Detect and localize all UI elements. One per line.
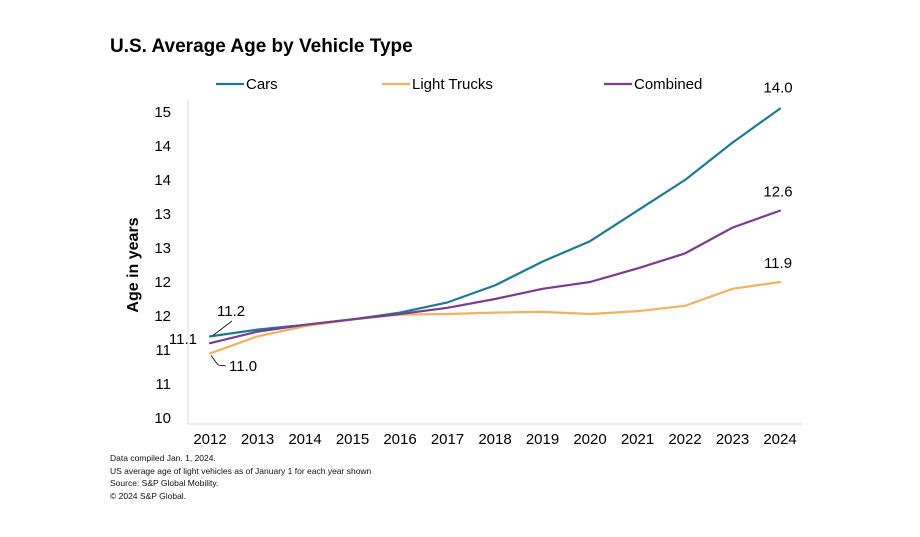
annotation-label: 11.9 [764,255,792,272]
x-tick-label: 2019 [526,431,559,448]
y-axis-label: Age in years [125,217,142,312]
x-tick-label: 2020 [573,431,606,448]
annotation-label: 12.6 [763,184,792,201]
footnote-source: Source: S&P Global Mobility. [110,478,219,488]
annotation-leader [210,355,227,367]
x-tick-label: 2023 [716,431,749,448]
x-tick-label: 2017 [431,431,464,448]
footnote-copyright: © 2024 S&P Global. [110,490,187,501]
x-tick-label: 2014 [288,431,321,448]
series-line-light-trucks [208,280,782,355]
annotation-label: 14.0 [763,80,792,97]
x-tick-label: 2015 [336,431,369,448]
x-tick-label: 2013 [241,431,274,448]
legend-label: Cars [246,76,278,93]
y-tick-label: 12 [154,274,171,291]
chart-title: U.S. Average Age by Vehicle Type [110,36,413,57]
x-tick-label: 2021 [621,431,654,448]
x-tick-label: 2024 [763,431,796,448]
y-tick-label: 14 [154,172,171,189]
legend-label: Combined [634,76,702,93]
legend-label: Light Trucks [412,76,493,93]
footnote-compiled: Data compiled Jan. 1, 2024. [110,453,216,463]
annotation-label: 11.2 [217,303,245,320]
y-tick-label: 10 [154,410,171,427]
x-tick-label: 2018 [478,431,511,448]
x-tick-label: 2016 [383,431,416,448]
series-line-combined [208,209,782,345]
annotation-label: 11.1 [169,331,197,348]
x-tick-label: 2012 [193,431,226,448]
y-tick-label: 14 [154,138,171,155]
y-tick-label: 12 [154,308,171,325]
footnotes: Data compiled Jan. 1, 2024. US average a… [110,452,371,502]
y-tick-label: 11 [155,342,171,359]
annotation-label: 11.0 [229,358,257,375]
y-tick-label: 13 [154,206,171,223]
footnote-description: US average age of light vehicles as of J… [110,465,372,476]
y-tick-label: 15 [154,104,171,121]
annotation-leader [212,320,233,336]
y-tick-label: 13 [154,240,171,257]
y-tick-label: 11 [155,376,171,393]
x-tick-label: 2022 [668,431,701,448]
